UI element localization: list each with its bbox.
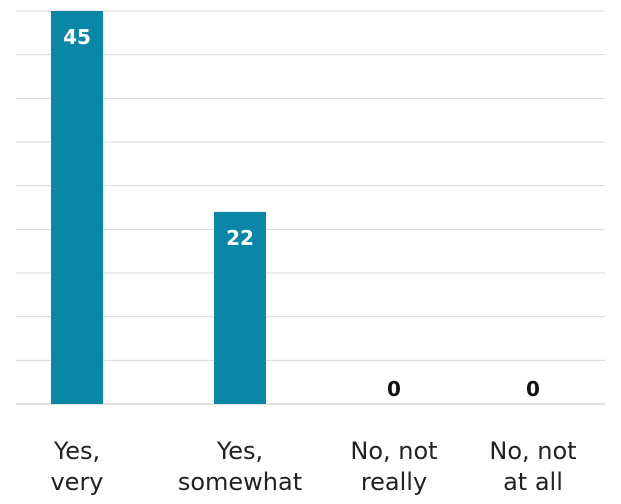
category-label: No, not (350, 437, 437, 465)
bar (51, 11, 103, 404)
data-label: 45 (63, 25, 91, 49)
value-labels: 45 22 0 0 (63, 25, 540, 401)
data-label: 0 (526, 377, 540, 401)
category-label: at all (503, 468, 563, 496)
category-label: somewhat (178, 468, 302, 496)
category-label: really (361, 468, 427, 496)
bar (214, 211, 266, 404)
category-label: Yes, (53, 437, 100, 465)
category-label: very (50, 468, 103, 496)
data-label: 0 (387, 377, 401, 401)
category-label: No, not (489, 437, 576, 465)
category-label: Yes, (216, 437, 263, 465)
gridlines (16, 10, 605, 405)
data-label: 22 (226, 226, 254, 250)
category-labels: Yes, very Yes, somewhat No, not really No, not… (50, 437, 576, 496)
bars (51, 11, 266, 404)
